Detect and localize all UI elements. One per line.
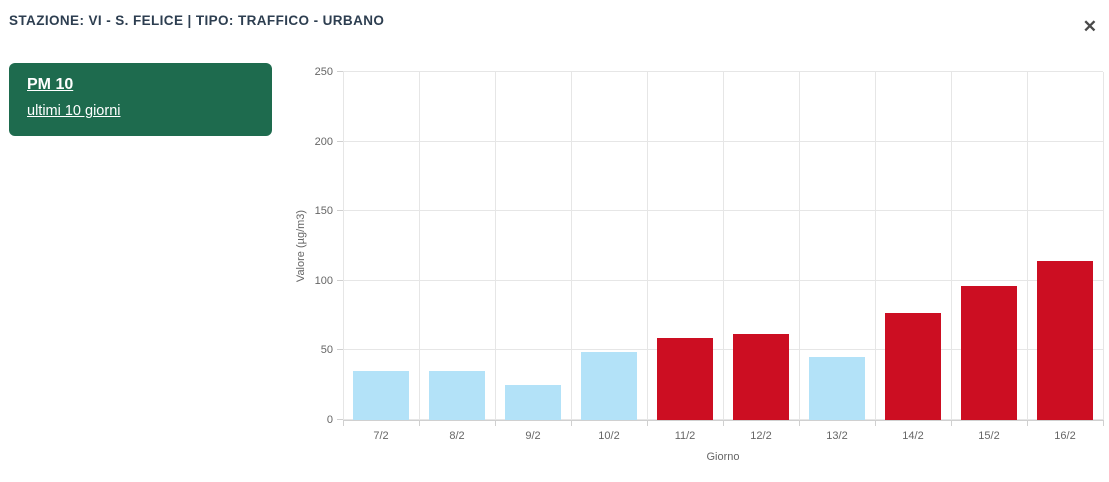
x-axis-line [343, 420, 1103, 421]
x-tick-mark [1027, 420, 1028, 426]
y-tick-label: 0 [326, 414, 333, 426]
x-gridline [799, 72, 800, 420]
x-tick-label: 9/2 [525, 430, 541, 442]
bar-11/2[interactable] [657, 337, 713, 420]
bar-10/2[interactable] [581, 351, 637, 420]
x-axis-title: Giorno [706, 451, 740, 463]
y-tick-label: 50 [320, 344, 333, 357]
y-tick-label: 150 [314, 205, 333, 218]
y-gridline [343, 71, 1103, 72]
x-tick-mark [419, 420, 420, 426]
bar-9/2[interactable] [505, 385, 561, 420]
bar-15/2[interactable] [961, 286, 1017, 420]
x-gridline [875, 72, 876, 420]
pm10-link[interactable]: PM 10 [27, 76, 74, 93]
x-tick-label: 14/2 [902, 430, 924, 442]
bar-8/2[interactable] [429, 371, 485, 420]
x-gridline [495, 72, 496, 420]
last-10-days-link[interactable]: ultimi 10 giorni [27, 103, 121, 119]
x-tick-mark [343, 420, 344, 426]
y-tick-mark [337, 71, 343, 72]
x-tick-label: 7/2 [373, 430, 389, 442]
pm10-card[interactable]: PM 10 ultimi 10 giorni [9, 63, 272, 136]
bar-12/2[interactable] [733, 333, 789, 420]
bar-7/2[interactable] [353, 371, 409, 420]
y-tick-mark [337, 279, 343, 281]
x-gridline [343, 72, 344, 420]
x-tick-mark [951, 420, 952, 426]
x-tick-label: 12/2 [750, 430, 772, 442]
x-tick-mark [1103, 420, 1104, 426]
x-gridline [1027, 72, 1028, 420]
y-axis-title: Valore (µg/m3) [295, 209, 307, 283]
x-gridline [419, 72, 420, 420]
x-gridline [723, 72, 724, 420]
bar-14/2[interactable] [885, 312, 941, 420]
x-tick-mark [495, 420, 496, 426]
x-gridline [571, 72, 572, 420]
page-title: STAZIONE: VI - S. FELICE | TIPO: TRAFFIC… [9, 13, 385, 28]
bar-13/2[interactable] [809, 357, 865, 420]
x-tick-mark [723, 420, 724, 426]
y-tick-mark [337, 210, 343, 212]
x-tick-label: 8/2 [449, 430, 465, 442]
x-tick-label: 10/2 [598, 430, 620, 442]
x-tick-label: 13/2 [826, 430, 848, 442]
y-tick-label: 200 [314, 135, 333, 148]
y-tick-mark [337, 140, 343, 142]
x-tick-mark [571, 420, 572, 426]
y-tick-label: 100 [314, 274, 333, 287]
close-icon[interactable]: ✕ [1079, 14, 1101, 39]
x-tick-mark [799, 420, 800, 426]
bar-16/2[interactable] [1037, 261, 1093, 420]
x-tick-label: 16/2 [1054, 430, 1076, 442]
x-gridline [647, 72, 648, 420]
y-tick-mark [337, 349, 343, 351]
x-tick-label: 11/2 [674, 430, 696, 442]
x-tick-label: 15/2 [978, 430, 1000, 442]
x-tick-mark [647, 420, 648, 426]
x-tick-mark [875, 420, 876, 426]
y-tick-label: 250 [314, 66, 333, 78]
x-gridline [951, 72, 952, 420]
y-tick-mark [337, 419, 343, 420]
x-gridline [1103, 72, 1104, 420]
